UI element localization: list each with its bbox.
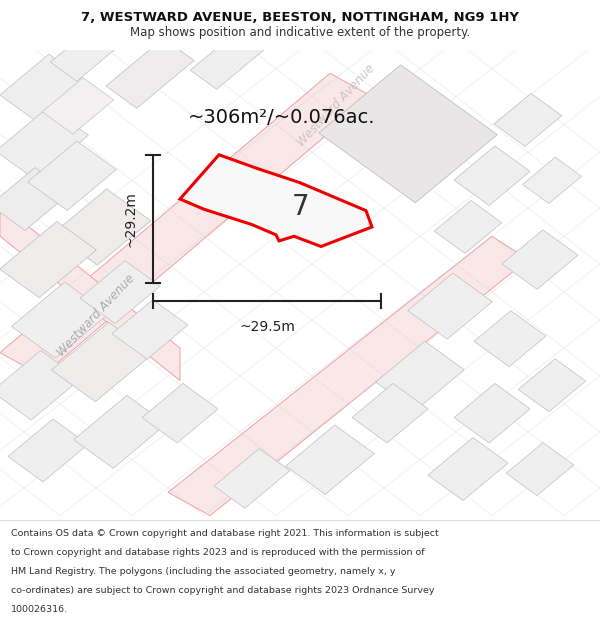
- Text: 7, WESTWARD AVENUE, BEESTON, NOTTINGHAM, NG9 1HY: 7, WESTWARD AVENUE, BEESTON, NOTTINGHAM,…: [81, 11, 519, 24]
- Text: co-ordinates) are subject to Crown copyright and database rights 2023 Ordnance S: co-ordinates) are subject to Crown copyr…: [11, 586, 434, 595]
- Polygon shape: [52, 322, 152, 402]
- Polygon shape: [428, 438, 508, 501]
- Text: to Crown copyright and database rights 2023 and is reproduced with the permissio: to Crown copyright and database rights 2…: [11, 548, 424, 557]
- Text: 7: 7: [292, 192, 310, 221]
- Polygon shape: [319, 65, 497, 203]
- Text: Contains OS data © Crown copyright and database right 2021. This information is : Contains OS data © Crown copyright and d…: [11, 529, 439, 538]
- Polygon shape: [112, 299, 188, 359]
- Polygon shape: [0, 168, 70, 231]
- Polygon shape: [434, 201, 502, 253]
- Polygon shape: [454, 384, 530, 443]
- Text: Westward Avenue: Westward Avenue: [55, 272, 137, 359]
- Polygon shape: [180, 155, 372, 246]
- Polygon shape: [50, 28, 118, 81]
- Polygon shape: [474, 311, 546, 367]
- Polygon shape: [0, 107, 88, 179]
- Text: ~306m²/~0.076ac.: ~306m²/~0.076ac.: [188, 108, 376, 127]
- Text: Map shows position and indicative extent of the property.: Map shows position and indicative extent…: [130, 26, 470, 39]
- Polygon shape: [106, 38, 194, 108]
- Polygon shape: [502, 230, 578, 289]
- Polygon shape: [523, 158, 581, 204]
- Polygon shape: [0, 221, 97, 298]
- Polygon shape: [286, 425, 374, 494]
- Polygon shape: [214, 449, 290, 508]
- Polygon shape: [11, 282, 109, 358]
- Polygon shape: [8, 419, 88, 482]
- Polygon shape: [74, 396, 166, 468]
- Polygon shape: [190, 29, 266, 89]
- Text: ~29.5m: ~29.5m: [239, 320, 295, 334]
- Text: ~29.2m: ~29.2m: [124, 191, 138, 247]
- Polygon shape: [454, 146, 530, 206]
- Polygon shape: [352, 384, 428, 443]
- Polygon shape: [53, 189, 151, 265]
- Polygon shape: [0, 204, 180, 381]
- Polygon shape: [0, 351, 80, 420]
- Polygon shape: [0, 54, 84, 121]
- Polygon shape: [42, 78, 114, 134]
- Polygon shape: [28, 141, 116, 211]
- Polygon shape: [0, 73, 372, 376]
- Polygon shape: [168, 236, 528, 516]
- Text: Westward Avenue: Westward Avenue: [295, 62, 377, 149]
- Polygon shape: [518, 359, 586, 412]
- Polygon shape: [142, 384, 218, 443]
- Text: 100026316.: 100026316.: [11, 605, 68, 614]
- Polygon shape: [80, 261, 160, 324]
- Polygon shape: [494, 93, 562, 146]
- Polygon shape: [506, 442, 574, 496]
- Polygon shape: [408, 273, 492, 339]
- Text: HM Land Registry. The polygons (including the associated geometry, namely x, y: HM Land Registry. The polygons (includin…: [11, 567, 395, 576]
- Polygon shape: [376, 341, 464, 411]
